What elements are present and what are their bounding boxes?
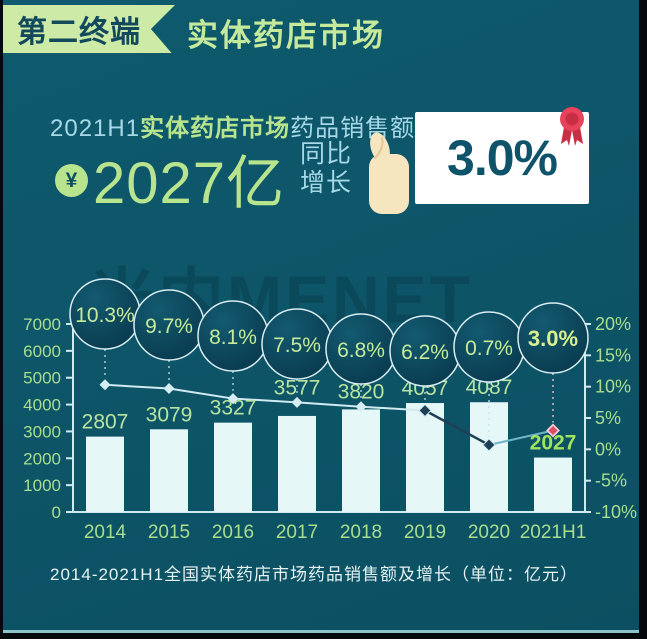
growth-bubble-2021H1 bbox=[517, 302, 589, 374]
bar-value-label: 4087 bbox=[466, 376, 513, 399]
content-canvas: 第二终端 实体药店市场 2021H1实体药店市场药品销售额达 ¥ 2027亿 同… bbox=[3, 0, 639, 633]
growth-label-line2: 增长 bbox=[300, 169, 353, 197]
chart-bar-2018 bbox=[342, 409, 380, 512]
left-axis-label: 2000 bbox=[23, 449, 61, 468]
right-axis-label: 10% bbox=[595, 377, 631, 397]
section-badge: 第二终端 bbox=[3, 5, 175, 53]
right-axis-label: -5% bbox=[595, 471, 627, 491]
x-axis-label: 2017 bbox=[276, 522, 318, 543]
hero-headline: 2021H1实体药店市场药品销售额达 bbox=[50, 108, 440, 143]
x-axis-label: 2020 bbox=[468, 522, 510, 543]
bar-value-label: 3079 bbox=[146, 403, 193, 426]
page-title: 实体药店市场 bbox=[187, 18, 385, 53]
x-axis-label: 2015 bbox=[148, 522, 190, 543]
bar-value-label: 3820 bbox=[338, 381, 385, 404]
line-marker bbox=[291, 396, 303, 408]
left-axis-label: 3000 bbox=[23, 422, 61, 441]
chart-bar-2019 bbox=[406, 403, 444, 512]
line-marker bbox=[163, 383, 175, 395]
bar-value-label: 3577 bbox=[274, 376, 321, 399]
right-axis-label: -10% bbox=[595, 502, 637, 522]
chart-bar-2017 bbox=[278, 415, 316, 512]
x-axis-label: 2016 bbox=[212, 522, 254, 543]
bar-value-label: 2027 bbox=[530, 432, 577, 455]
left-axis-label: 0 bbox=[52, 503, 61, 522]
growth-line-segment bbox=[104, 383, 170, 390]
growth-bubble-label: 10.3% bbox=[75, 304, 135, 327]
left-axis-label: 6000 bbox=[23, 342, 61, 361]
chart-bar-2016 bbox=[214, 422, 252, 512]
growth-card: 3.0% bbox=[415, 112, 589, 204]
right-axis-label: 0% bbox=[595, 439, 621, 459]
chart-caption: 2014-2021H1全国实体药店市场药品销售额及增长（单位：亿元） bbox=[50, 565, 579, 584]
yen-symbol: ¥ bbox=[65, 168, 78, 192]
right-axis-label: 5% bbox=[595, 408, 621, 428]
award-ribbon-icon bbox=[560, 107, 584, 146]
sales-total-value: 2027亿 bbox=[93, 151, 286, 216]
line-marker bbox=[227, 393, 239, 405]
growth-line-segment bbox=[232, 397, 298, 404]
line-marker-highlight bbox=[548, 426, 558, 436]
bar-value-label: 2807 bbox=[82, 411, 129, 434]
line-marker bbox=[99, 379, 111, 391]
right-axis-label: 20% bbox=[595, 314, 631, 334]
yen-icon: ¥ bbox=[55, 164, 88, 197]
growth-bubble-label: 6.8% bbox=[337, 339, 385, 362]
growth-bubble-label: 7.5% bbox=[273, 334, 321, 357]
x-axis-label: 2021H1 bbox=[520, 522, 587, 543]
hero-prefix: 2021H1 bbox=[50, 115, 141, 142]
chart-bar-2020 bbox=[470, 402, 508, 512]
line-marker bbox=[355, 401, 367, 413]
left-axis-label: 1000 bbox=[23, 476, 61, 495]
line-marker-dark bbox=[418, 403, 432, 418]
chart-bar-2015 bbox=[150, 429, 188, 512]
growth-label: 同比 增长 bbox=[300, 140, 352, 198]
growth-bubble-label: 9.7% bbox=[145, 315, 193, 338]
x-axis-label: 2018 bbox=[340, 522, 382, 543]
x-axis-label: 2019 bbox=[404, 522, 446, 543]
hand-icon bbox=[369, 132, 409, 214]
chart-bar-2014 bbox=[86, 436, 124, 512]
line-marker-dark bbox=[482, 438, 496, 452]
left-axis-label: 4000 bbox=[23, 396, 61, 415]
sales-growth-chart: 0 1000 2000 3000 4000 5000 6000 7000 -10% -5% 0% 5%… bbox=[23, 278, 637, 543]
left-axis-label: 5000 bbox=[23, 369, 61, 388]
right-axis-label: 15% bbox=[595, 345, 631, 365]
growth-line-segment bbox=[488, 429, 554, 446]
growth-value: 3.0% bbox=[447, 130, 558, 186]
chart-bar-2021H1 bbox=[534, 457, 572, 512]
growth-bubble-label: 8.1% bbox=[209, 326, 257, 349]
growth-bubble-label: 6.2% bbox=[401, 341, 449, 364]
growth-bubble-label: 0.7% bbox=[465, 337, 513, 360]
growth-line-segment bbox=[424, 409, 490, 447]
growth-line-segment bbox=[296, 401, 362, 408]
hero-suffix: 药品销售额达 bbox=[290, 115, 441, 142]
section-badge-label: 第二终端 bbox=[17, 16, 141, 49]
growth-bubble-label: 3.0% bbox=[528, 326, 578, 351]
hero-highlight: 实体药店市场 bbox=[140, 115, 291, 142]
growth-line-segment bbox=[168, 387, 234, 400]
x-axis-label: 2014 bbox=[84, 522, 127, 543]
left-axis-label: 7000 bbox=[23, 315, 61, 334]
growth-label-line1: 同比 bbox=[300, 140, 353, 168]
growth-line-segment bbox=[360, 405, 426, 412]
bar-value-label: 3327 bbox=[210, 397, 257, 420]
